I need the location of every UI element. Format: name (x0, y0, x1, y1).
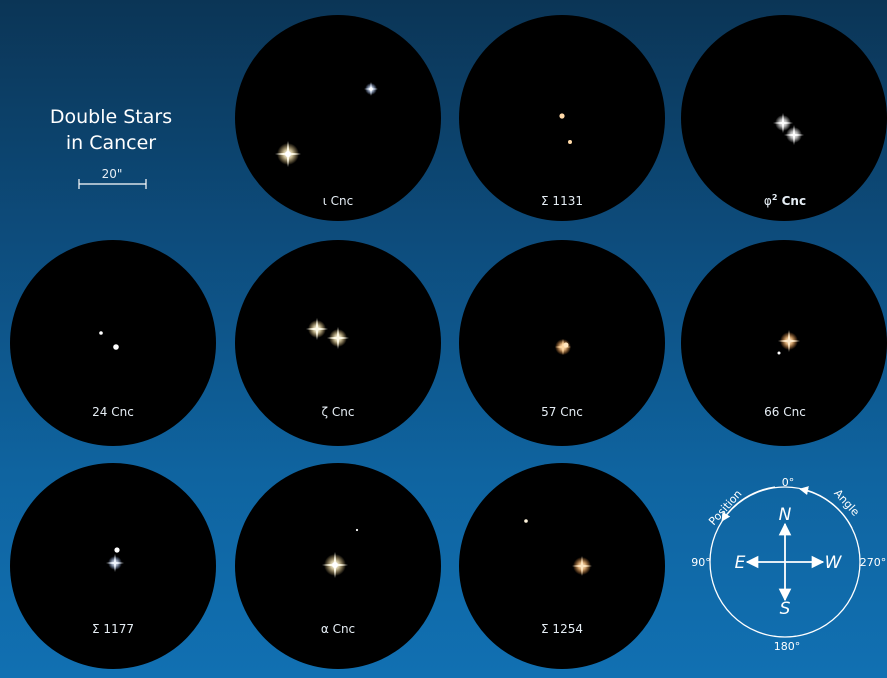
eyepiece-field-zeta: ζ Cnc (235, 240, 441, 446)
arc-arrow-left (721, 486, 776, 522)
star-companion (114, 547, 120, 553)
eyepiece-field-s1131: Σ 1131 (459, 15, 665, 221)
title-line-2: in Cancer (65, 132, 157, 154)
field-label: φ2 Cnc (764, 193, 806, 208)
label-0-deg: 0° (782, 476, 795, 489)
field-label: Σ 1254 (541, 622, 583, 636)
star-companion (327, 327, 349, 349)
field-label: 24 Cnc (92, 405, 134, 419)
star-pair (555, 339, 571, 355)
field-label: 66 Cnc (764, 405, 806, 419)
field-label: ι Cnc (323, 194, 353, 208)
eyepiece-field-57cnc: 57 Cnc (459, 240, 665, 446)
field-label: 57 Cnc (541, 405, 583, 419)
label-position: Position (706, 487, 744, 528)
eyepiece-field-iota: ι Cnc (235, 15, 441, 221)
field-label: α Cnc (321, 622, 355, 636)
star-companion (568, 140, 572, 144)
star-primary (322, 552, 348, 578)
label-east: E (735, 553, 746, 573)
eyepiece-field-alpha: α Cnc (235, 463, 441, 669)
position-angle-compass: N S E W 0° 90° 270° 180° Position Angle (691, 476, 886, 653)
label-west: W (825, 553, 843, 573)
arc-arrow-right (799, 486, 853, 529)
star-primary (773, 113, 793, 133)
label-180-deg: 180° (774, 640, 801, 653)
label-270-deg: 270° (860, 556, 887, 569)
star-primary (113, 344, 119, 350)
star-primary (572, 556, 592, 576)
diagram-title: Double Stars in Cancer (36, 104, 186, 156)
eyepiece-field-24cnc: 24 Cnc (10, 240, 216, 446)
label-north: N (779, 505, 792, 525)
star-companion (784, 125, 804, 145)
star-primary (106, 554, 124, 572)
star-companion (777, 351, 781, 355)
field-label: ζ Cnc (322, 405, 355, 419)
star-companion (364, 82, 378, 96)
star-primary (559, 113, 565, 119)
scale-bar: 20" (78, 167, 147, 189)
scale-bar-label: 20" (102, 167, 123, 181)
compass-circle (709, 486, 861, 638)
star-companion (355, 528, 359, 532)
star-primary (275, 141, 301, 167)
star-primary (306, 318, 328, 340)
field-label: Σ 1131 (541, 194, 583, 208)
title-line-1: Double Stars (49, 106, 173, 128)
label-90-deg: 90° (691, 556, 711, 569)
eyepiece-field-s1254: Σ 1254 (459, 463, 665, 669)
field-label: Σ 1177 (92, 622, 134, 636)
eyepiece-field-s1177: Σ 1177 (10, 463, 216, 669)
eyepiece-field-phi2: φ2 Cnc (681, 15, 887, 221)
label-angle: Angle (831, 487, 862, 519)
star-companion (524, 519, 528, 523)
star-companion (99, 331, 103, 335)
label-south: S (780, 599, 791, 619)
eyepiece-field-66cnc: 66 Cnc (681, 240, 887, 446)
star-primary (778, 330, 800, 352)
